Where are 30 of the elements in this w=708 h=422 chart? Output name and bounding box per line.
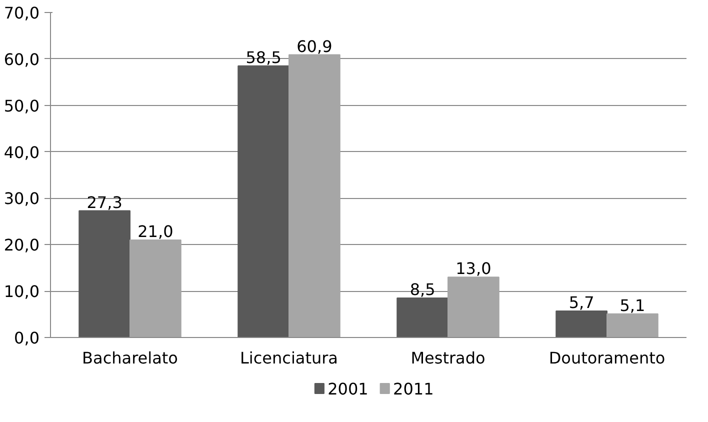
bar [238,65,290,338]
legend-label: 2001 [328,380,368,398]
bar [288,54,340,338]
data-label: 58,5 [246,48,282,67]
y-tick-label: 50,0 [4,96,40,116]
y-tick-label: 60,0 [4,50,40,69]
data-label: 5,7 [568,293,594,312]
data-label: 21,0 [138,222,174,241]
bar [396,298,448,338]
bar [78,210,130,338]
y-tick-label: 30,0 [4,189,40,208]
data-label: 13,0 [456,259,492,278]
x-tick-label: Bacharelato [82,348,178,368]
y-tick-label: 0,0 [14,328,40,348]
legend-label: 2011 [393,380,434,398]
x-tick-label: Licenciatura [240,348,338,368]
data-label: 60,9 [296,36,332,56]
x-tick-label: Mestrado [410,348,486,368]
data-label: 27,3 [86,192,122,212]
data-label: 5,1 [620,296,646,315]
bar [606,313,658,338]
y-tick-label: 40,0 [4,142,40,162]
bar [130,240,182,338]
x-tick-label: Doutoramento [548,348,666,368]
bar [556,310,608,338]
y-tick-label: 70,0 [4,4,40,22]
y-tick-label: 10,0 [4,282,40,302]
bar [448,276,500,338]
y-tick-label: 20,0 [4,236,40,255]
data-label: 8,5 [410,280,436,300]
